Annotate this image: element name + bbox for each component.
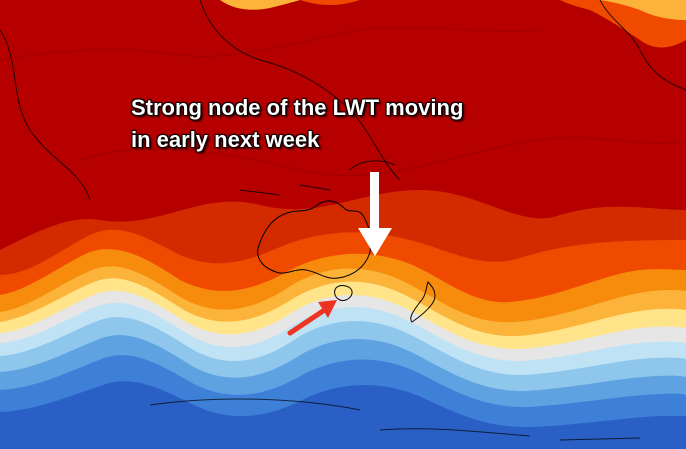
map-annotation: Strong node of the LWT moving in early n… bbox=[131, 92, 511, 156]
down-arrow-icon bbox=[358, 172, 392, 256]
annotation-line-2: in early next week bbox=[131, 127, 320, 152]
asia-coastline bbox=[0, 0, 401, 201]
antarctica-coastline bbox=[149, 398, 641, 441]
north-america-coastline bbox=[599, 0, 686, 91]
band-deep-blue bbox=[0, 381, 686, 449]
new-zealand-outline bbox=[410, 281, 436, 323]
contour-line bbox=[0, 26, 541, 61]
indonesia-coastline bbox=[239, 160, 396, 196]
tasmania-outline bbox=[334, 285, 353, 301]
contour-line bbox=[79, 137, 686, 177]
annotation-line-1: Strong node of the LWT moving bbox=[131, 95, 464, 120]
band-top-yellow bbox=[220, 0, 300, 10]
pointer-arrow-icon bbox=[287, 300, 337, 336]
band-top-yellow-right bbox=[600, 0, 686, 20]
